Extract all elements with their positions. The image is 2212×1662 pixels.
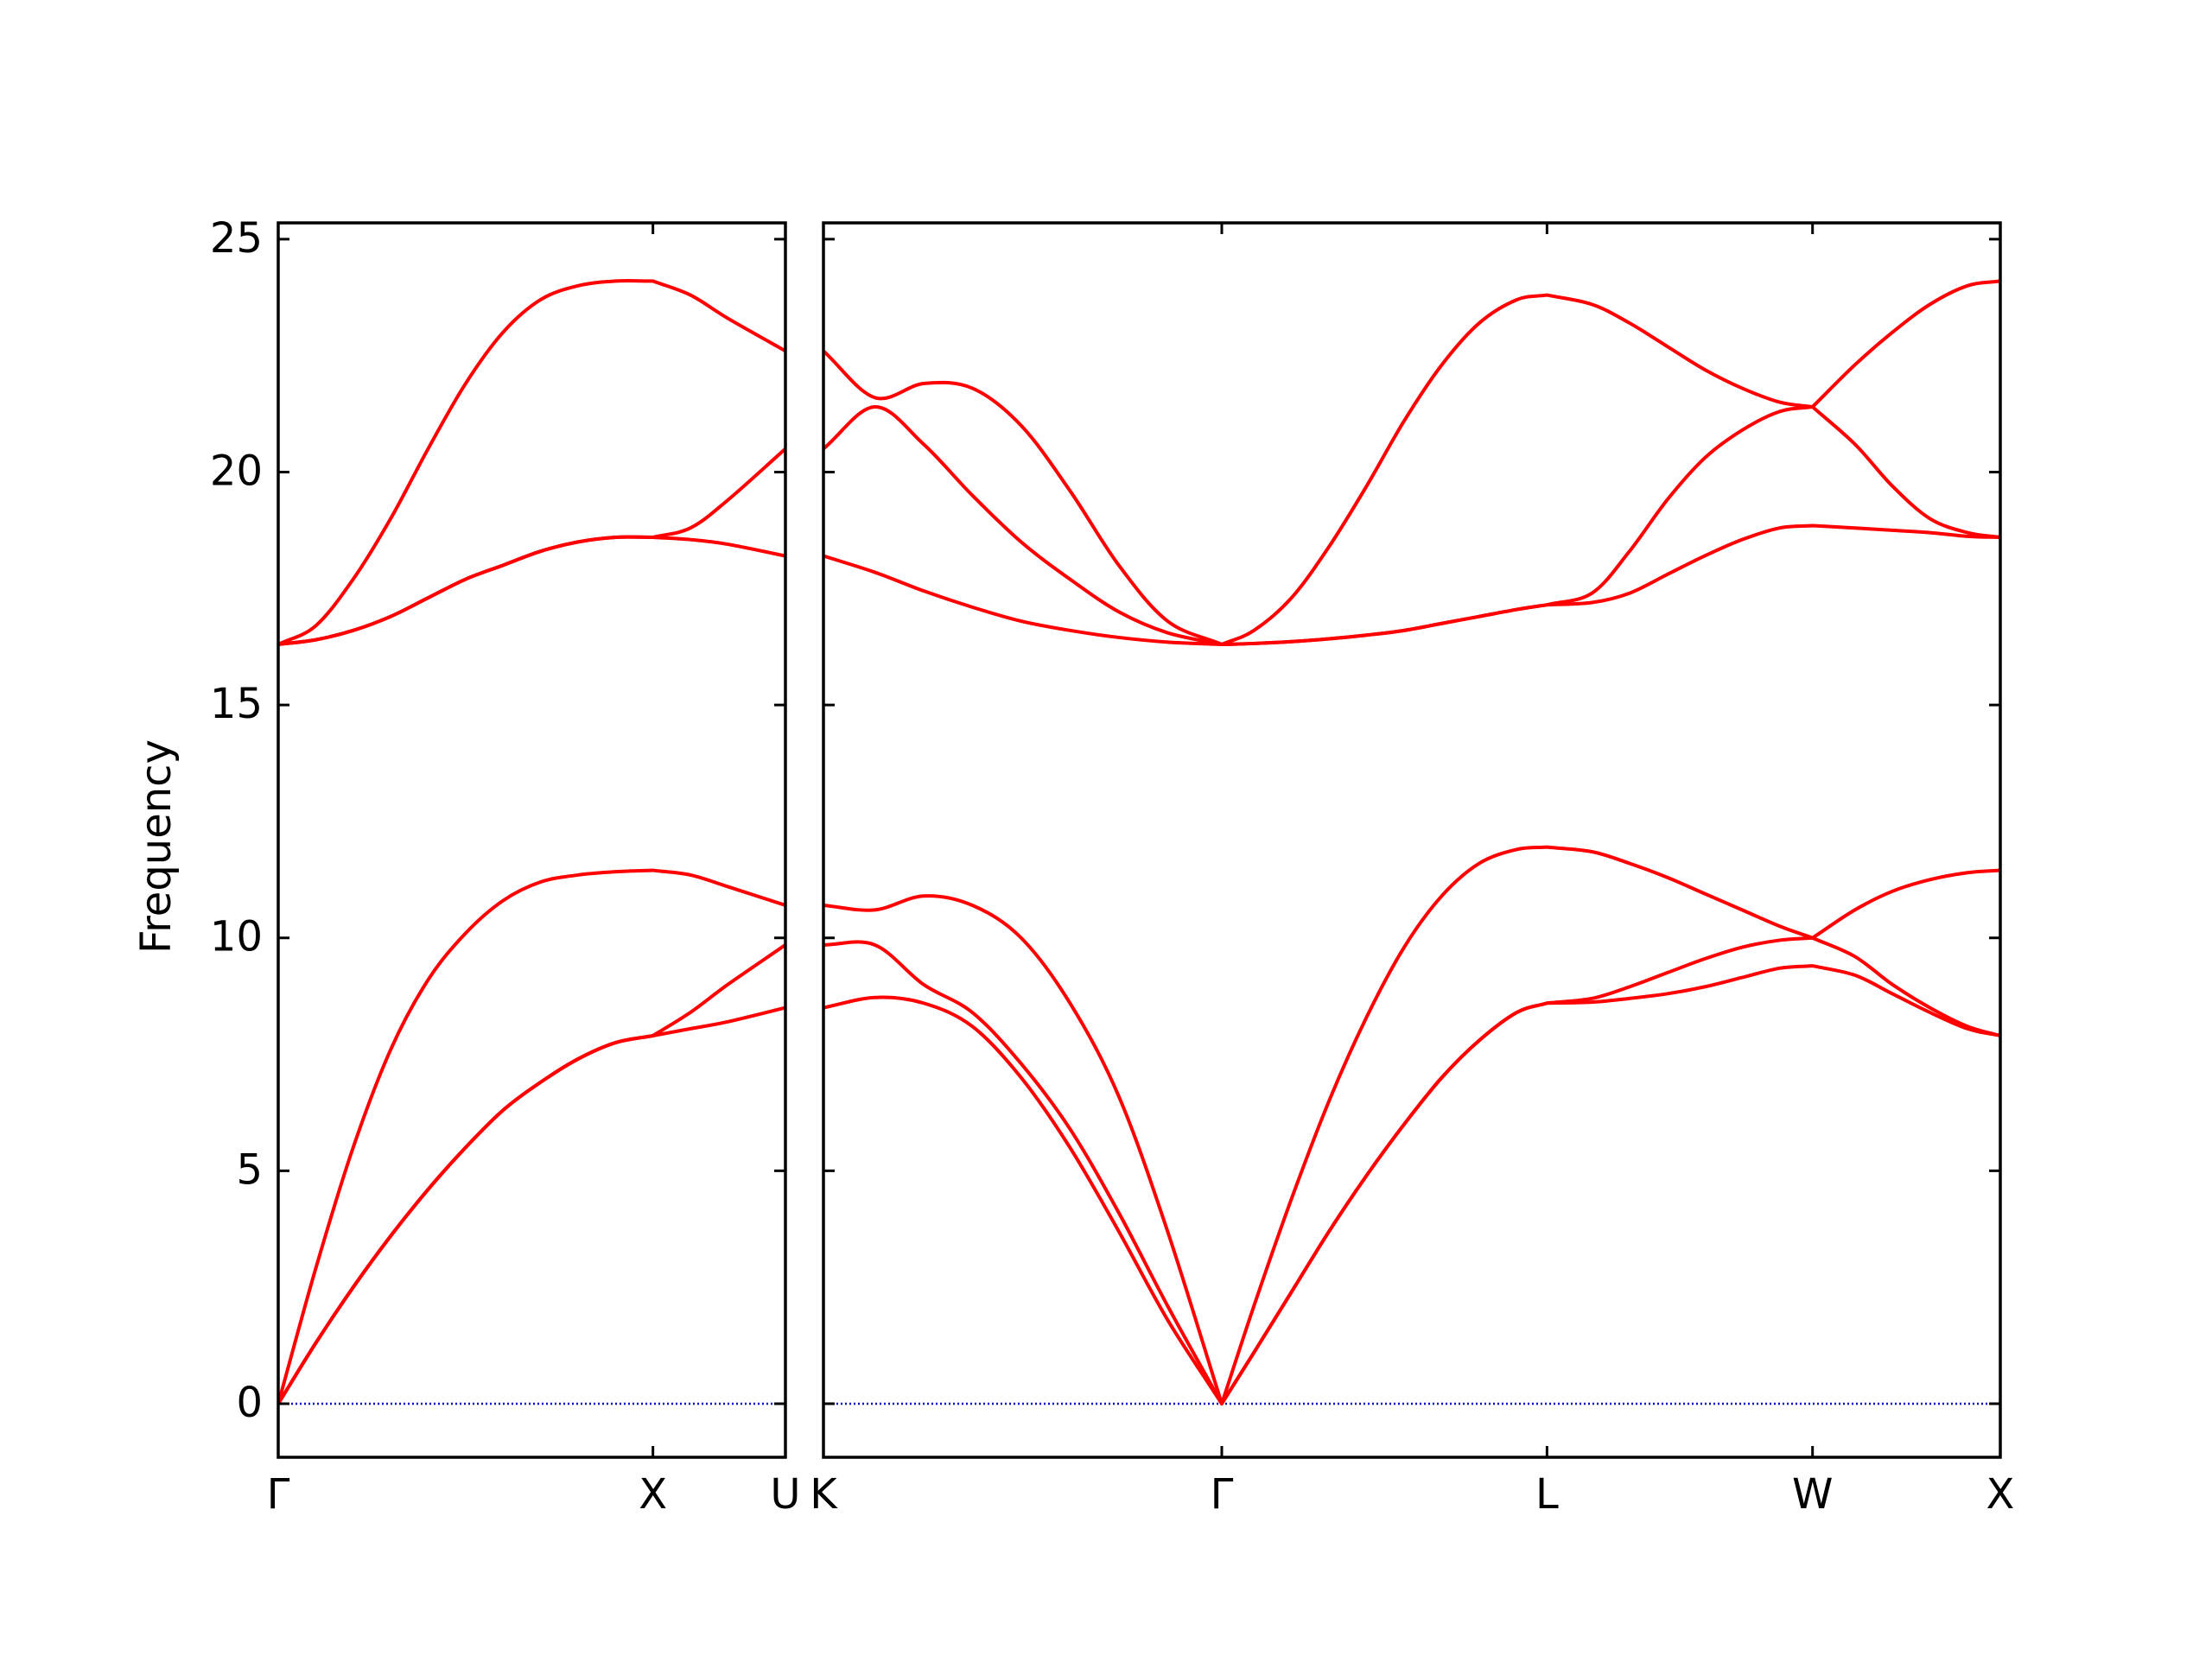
y-tick-label: 0 bbox=[236, 1379, 263, 1427]
y-tick-label: 25 bbox=[210, 214, 263, 263]
y-tick-label: 15 bbox=[210, 680, 263, 728]
x-tick-label: U bbox=[770, 1470, 800, 1519]
band-line bbox=[823, 405, 2000, 647]
x-tick-label: Γ bbox=[1211, 1470, 1234, 1519]
band-line bbox=[278, 1005, 785, 1405]
x-tick-label: X bbox=[639, 1470, 667, 1519]
band-line bbox=[278, 943, 785, 1405]
axes-frame bbox=[822, 221, 2002, 1459]
band-line bbox=[823, 279, 2000, 647]
y-tick-label: 10 bbox=[210, 913, 263, 961]
band-line bbox=[278, 279, 785, 646]
band-line bbox=[278, 868, 785, 1405]
band-line bbox=[823, 936, 2000, 1405]
axes-frame bbox=[276, 221, 787, 1459]
band-line bbox=[278, 447, 785, 647]
y-tick-label: 20 bbox=[210, 447, 263, 495]
x-tick-label: K bbox=[810, 1470, 838, 1519]
band-line bbox=[823, 845, 2000, 1405]
x-tick-label: L bbox=[1535, 1470, 1559, 1519]
x-tick-label: W bbox=[1792, 1470, 1833, 1519]
y-tick-label: 5 bbox=[236, 1145, 263, 1194]
y-axis-label: Frequency bbox=[132, 739, 181, 954]
x-tick-label: X bbox=[1986, 1470, 2015, 1519]
band-line bbox=[823, 523, 2000, 647]
band-line bbox=[823, 964, 2000, 1405]
x-tick-label: Γ bbox=[267, 1470, 290, 1519]
